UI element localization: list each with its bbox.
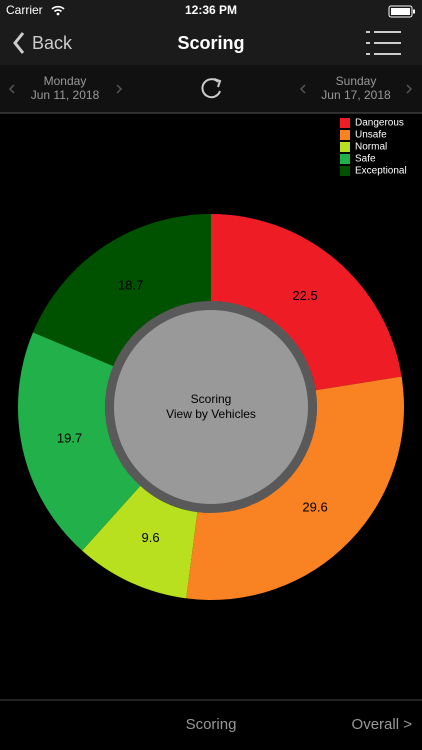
back-chevron[interactable] — [13, 32, 25, 54]
slice-label: 29.6 — [302, 499, 327, 514]
menu-button[interactable] — [366, 31, 401, 55]
nav-title: Scoring — [177, 33, 244, 53]
status-bar — [0, 0, 422, 22]
refresh-arrow[interactable] — [213, 78, 222, 88]
battery-level — [391, 8, 410, 15]
legend-swatch — [340, 154, 350, 164]
clock: 12:36 PM — [185, 3, 237, 17]
legend-label: Unsafe — [355, 130, 387, 141]
slice-label: 22.5 — [292, 288, 317, 303]
carrier: Carrier — [6, 3, 43, 17]
end-date: Jun 17, 2018 — [321, 88, 391, 102]
donut-slice — [82, 485, 198, 599]
next-arrow[interactable] — [116, 84, 123, 94]
donut-slice — [186, 376, 404, 600]
start-date: Jun 11, 2018 — [31, 88, 100, 102]
legend-label: Dangerous — [355, 118, 404, 129]
wifi-icon — [51, 5, 65, 13]
refresh-button[interactable] — [201, 78, 221, 99]
end-weekday: Sunday — [336, 74, 377, 88]
legend-label: Normal — [355, 142, 387, 153]
start-weekday: Monday — [44, 74, 87, 88]
battery-tip — [413, 9, 415, 14]
legend-swatch — [340, 142, 350, 152]
wifi-icon — [56, 12, 60, 16]
legend-swatch — [340, 130, 350, 140]
legend-label: Safe — [355, 154, 376, 165]
center-text: Scoring — [191, 392, 232, 406]
next-arrow[interactable] — [406, 84, 413, 94]
donut-slice — [33, 214, 212, 367]
nav-bar — [0, 22, 422, 65]
donut-slice — [211, 214, 402, 391]
legend-label: Exceptional — [355, 166, 407, 177]
back-button[interactable]: Back — [32, 33, 73, 53]
legend-swatch — [340, 118, 350, 128]
slice-label: 19.7 — [57, 430, 82, 445]
battery — [388, 5, 413, 18]
tab-overall[interactable]: Overall > — [352, 716, 413, 733]
donut-slice — [18, 332, 141, 551]
prev-arrow[interactable] — [299, 84, 306, 94]
center-text: View by Vehicles — [166, 407, 256, 421]
slice-label: 9.6 — [142, 530, 160, 545]
legend-swatch — [340, 166, 350, 176]
date-bar — [0, 65, 422, 113]
slice-label: 18.7 — [118, 278, 143, 293]
prev-arrow[interactable] — [8, 84, 15, 94]
center-disc — [114, 310, 308, 504]
tab-scoring[interactable]: Scoring — [186, 716, 237, 733]
